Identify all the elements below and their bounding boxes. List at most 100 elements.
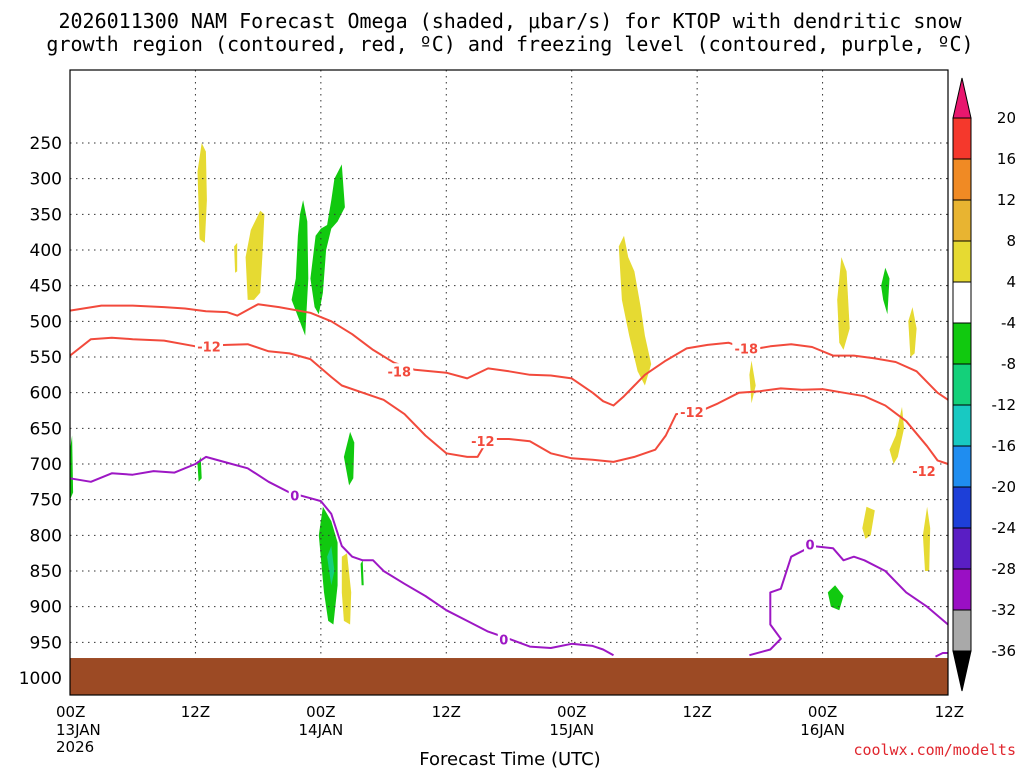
y-tick-250: 250	[30, 134, 62, 154]
chart-title-line1: 2026011300 NAM Forecast Omega (shaded, μ…	[58, 9, 962, 33]
contour-label-dgz-minus12-3: -12	[912, 465, 936, 480]
contour-label-bg-freezing-level-right-0	[804, 536, 817, 552]
contour-dgz-minus18	[69, 303, 949, 407]
omega-region-19	[827, 585, 844, 611]
x-tick-1: 12Z	[181, 703, 210, 721]
colorbar-label-3: 8	[1006, 232, 1016, 250]
contour-label-freezing-level-1: 0	[499, 633, 508, 648]
x-axis-label: Forecast Time (UTC)	[419, 749, 600, 768]
colorbar-label-12: -32	[992, 601, 1017, 619]
colorbar-label-4: 4	[1006, 273, 1016, 291]
credit-label: coolwx.com/modelts	[853, 741, 1016, 759]
omega-shading-layer	[70, 143, 931, 625]
colorbar-band-5	[952, 281, 972, 324]
y-tick-600: 600	[30, 384, 62, 404]
colorbar-cap-bottom	[952, 650, 972, 692]
colorbar-band-9	[952, 445, 972, 488]
contour-label-bg-dgz-minus18-1	[732, 340, 761, 356]
colorbar-cap-top	[952, 77, 972, 119]
contour-label-dgz-minus18-0: -18	[388, 365, 412, 380]
contour-label-dgz-minus12-1: -12	[471, 435, 495, 450]
contour-freezing-level-edge	[935, 652, 948, 658]
contour-label-bg-dgz-minus12-3	[909, 463, 938, 479]
colorbar-band-2	[952, 158, 972, 201]
omega-colorbar: 20 16 12 8 4 -4 -8 -12 -16 -20 -24 -28 -32 -36	[952, 77, 1017, 692]
plot-frame	[69, 69, 949, 696]
y-tick-450: 450	[30, 277, 62, 297]
omega-region-16	[341, 553, 352, 625]
colorbar-label-10: -24	[992, 519, 1017, 537]
omega-region-11	[343, 431, 355, 486]
contour-label-freezing-level-0: 0	[290, 489, 299, 504]
contour-label-dgz-minus12-0: -12	[197, 340, 221, 355]
contour-label-bg-dgz-minus12-1	[468, 433, 497, 449]
contour-label-freezing-level-right-0: 0	[806, 539, 815, 554]
y-tick-550: 550	[30, 348, 62, 368]
y-tick-950: 950	[30, 633, 62, 653]
y-tick-900: 900	[30, 598, 62, 618]
omega-region-5	[618, 235, 652, 386]
colorbar-label-2: 12	[997, 191, 1016, 209]
contour-label-bg-freezing-level-0	[288, 487, 301, 503]
colorbar-label-7: -12	[992, 396, 1017, 414]
y-tick-750: 750	[30, 491, 62, 511]
contour-layer: -18 -18 -12 -12 -12 -12 0 0 0	[69, 303, 949, 658]
contour-label-bg-dgz-minus12-0	[195, 338, 224, 354]
omega-region-17	[360, 560, 364, 586]
omega-region-7	[837, 257, 850, 350]
contour-label-dgz-minus12-2: -12	[680, 406, 704, 421]
x-tick-6: 00Z	[808, 703, 837, 721]
omega-region-2	[234, 242, 238, 273]
contour-freezing-level	[69, 455, 614, 657]
x-tick-2: 00Z	[306, 703, 335, 721]
contour-dgz-minus12	[69, 336, 949, 465]
colorbar-label-9: -20	[992, 478, 1017, 496]
contour-label-bg-dgz-minus12-2	[677, 403, 706, 419]
colorbar-band-8	[952, 404, 972, 447]
x-tick-date-4: 15JAN	[549, 721, 594, 739]
y-tick-850: 850	[30, 562, 62, 582]
ground-terrain	[70, 658, 948, 695]
colorbar-label-11: -28	[992, 560, 1017, 578]
x-tick-date-6: 16JAN	[800, 721, 845, 739]
y-tick-800: 800	[30, 526, 62, 546]
x-tick-date-2: 14JAN	[298, 721, 343, 739]
contour-freezing-level-right	[749, 545, 949, 657]
omega-region-18	[862, 506, 875, 539]
x-tick-4: 00Z	[557, 703, 586, 721]
omega-region-13	[70, 435, 74, 500]
colorbar-label-8: -16	[992, 437, 1017, 455]
y-tick-300: 300	[30, 170, 62, 190]
omega-region-20	[922, 506, 931, 571]
x-tick-5: 12Z	[682, 703, 711, 721]
contour-label-bg-dgz-minus18-0	[385, 363, 414, 379]
y-tick-700: 700	[30, 455, 62, 475]
y-tick-350: 350	[30, 205, 62, 225]
colorbar-band-11	[952, 527, 972, 570]
colorbar-label-13: -36	[992, 642, 1017, 660]
colorbar-label-6: -8	[1001, 355, 1016, 373]
x-tick-0: 00Z	[56, 703, 85, 721]
colorbar-label-1: 16	[997, 150, 1016, 168]
contour-label-bg-freezing-level-1	[497, 631, 510, 647]
omega-region-1	[245, 210, 265, 300]
y-tick-400: 400	[30, 241, 62, 261]
omega-region-12	[197, 456, 202, 482]
contour-label-dgz-minus18-1: -18	[735, 342, 759, 357]
plot-area	[70, 70, 948, 695]
pressure-axis: 250 300 350 400 450 500 550 600 650 700 750 800 850 9…	[19, 134, 62, 689]
colorbar-label-0: 20	[997, 109, 1016, 127]
x-tick-3: 12Z	[432, 703, 461, 721]
omega-region-4	[310, 164, 345, 315]
omega-region-3	[291, 200, 309, 336]
omega-region-9	[908, 307, 917, 357]
chart-title-line2: growth region (contoured, red, ºC) and f…	[46, 32, 973, 56]
omega-region-14	[318, 506, 338, 625]
omega-region-8	[881, 267, 890, 315]
colorbar-band-13	[952, 609, 972, 652]
colorbar-band-10	[952, 486, 972, 529]
colorbar-band-12	[952, 568, 972, 611]
colorbar-label-5: -4	[1001, 314, 1016, 332]
